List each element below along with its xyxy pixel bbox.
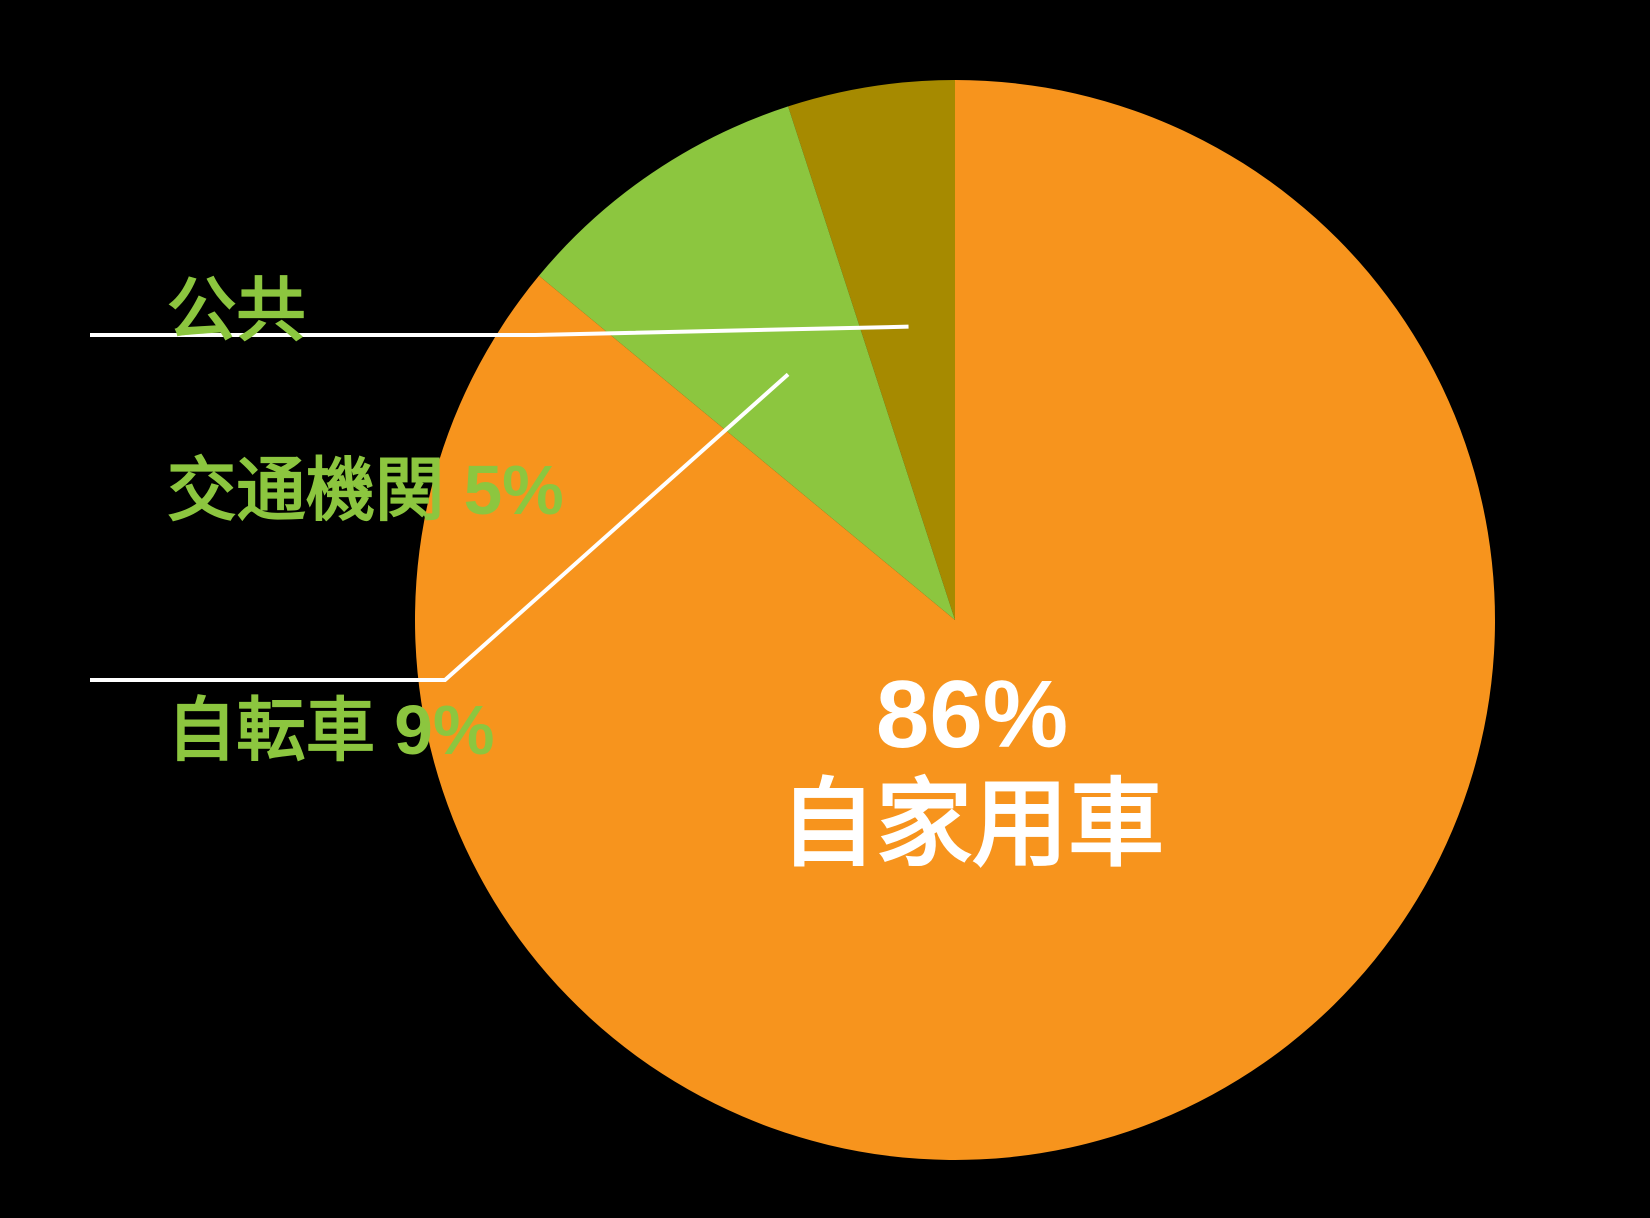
label-car-percent: 86% bbox=[876, 661, 1068, 768]
label-bicycle: 自転車 9% bbox=[90, 595, 495, 865]
chart-stage: 公共 交通機関 5% 自転車 9% 86% 自家用車 bbox=[0, 0, 1650, 1218]
label-car-center: 86% 自家用車 bbox=[780, 660, 1164, 881]
label-bicycle-line1: 自転車 9% bbox=[167, 691, 494, 769]
label-car-name: 自家用車 bbox=[780, 771, 1164, 878]
label-public-transport-line2: 交通機関 5% bbox=[167, 451, 564, 529]
label-public-transport: 公共 交通機関 5% bbox=[90, 175, 564, 626]
label-public-transport-line1: 公共 bbox=[167, 271, 306, 349]
